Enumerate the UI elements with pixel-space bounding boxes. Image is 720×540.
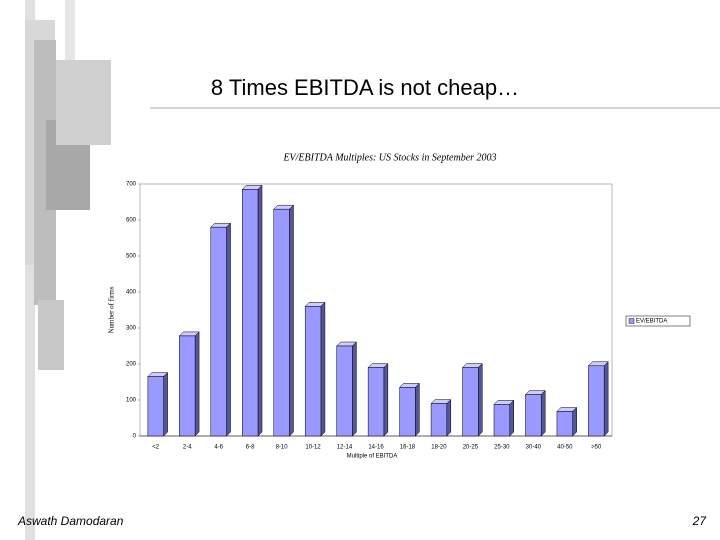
bar xyxy=(304,306,322,437)
x-tick-label: 10-12 xyxy=(305,445,321,451)
bar-side xyxy=(446,398,452,437)
bar xyxy=(462,367,479,437)
x-axis-label: Multiple of EBITDA xyxy=(347,454,398,460)
x-tick-label: 18-20 xyxy=(431,445,447,451)
x-tick-label: 25-30 xyxy=(494,445,510,451)
bar xyxy=(210,226,227,437)
bar xyxy=(367,367,385,437)
y-tick-label: 700 xyxy=(126,182,137,188)
x-tick-label: 20-25 xyxy=(463,445,479,451)
y-tick-label: 200 xyxy=(126,362,137,368)
bar-side xyxy=(289,204,294,437)
bar xyxy=(273,208,290,437)
x-tick-label: 4-6 xyxy=(214,445,223,451)
bar-side xyxy=(603,361,609,437)
footer-author: Aswath Damodaran xyxy=(17,514,124,528)
bar xyxy=(525,394,542,437)
y-tick-label: 100 xyxy=(126,398,137,404)
x-tick-label: 14-16 xyxy=(368,445,384,451)
page-number: 27 xyxy=(692,514,708,528)
bar-side xyxy=(163,371,168,437)
bar-side xyxy=(415,382,420,437)
chart-title: EV/EBITDA Multiples: US Stocks in Septem… xyxy=(282,152,496,163)
x-tick-label: 30-40 xyxy=(526,445,542,451)
y-tick-label: 0 xyxy=(133,434,137,440)
x-tick-label: <2 xyxy=(152,445,160,451)
y-tick-label: 500 xyxy=(126,254,137,260)
x-tick-label: >50 xyxy=(591,445,602,451)
x-tick-label: 2-4 xyxy=(183,445,192,451)
bar xyxy=(336,345,353,437)
bar-side xyxy=(478,362,483,437)
legend-box xyxy=(625,315,691,327)
bar-side xyxy=(540,389,546,437)
bar-side xyxy=(320,301,326,437)
bar xyxy=(242,189,259,437)
bar xyxy=(179,335,196,437)
bar-side xyxy=(383,362,389,437)
y-tick-label: 300 xyxy=(126,326,137,332)
x-tick-label: 40-50 xyxy=(557,445,573,451)
bar xyxy=(430,403,448,437)
bar xyxy=(147,376,164,437)
slide-title: 8 Times EBITDA is not cheap… xyxy=(211,75,519,100)
x-tick-label: 12-14 xyxy=(337,445,353,451)
bar-side xyxy=(194,331,200,437)
decoration xyxy=(25,0,111,540)
bar xyxy=(588,365,605,437)
legend-swatch xyxy=(628,318,635,324)
x-tick-label: 6-8 xyxy=(246,445,255,451)
bar-side xyxy=(352,341,357,437)
bar xyxy=(556,411,573,437)
bar-side xyxy=(509,399,514,437)
x-tick-label: 8-10 xyxy=(276,445,289,451)
legend-label: EV/EBITDA xyxy=(636,319,667,325)
bar-side xyxy=(572,406,577,437)
y-axis-label: Number of firms xyxy=(108,286,116,333)
bar xyxy=(493,404,510,437)
bar-side xyxy=(226,222,231,437)
y-tick-label: 400 xyxy=(126,290,137,296)
bar-side xyxy=(257,184,263,437)
x-tick-label: 16-18 xyxy=(400,445,416,451)
y-tick-label: 600 xyxy=(126,218,137,224)
bar xyxy=(399,387,416,437)
